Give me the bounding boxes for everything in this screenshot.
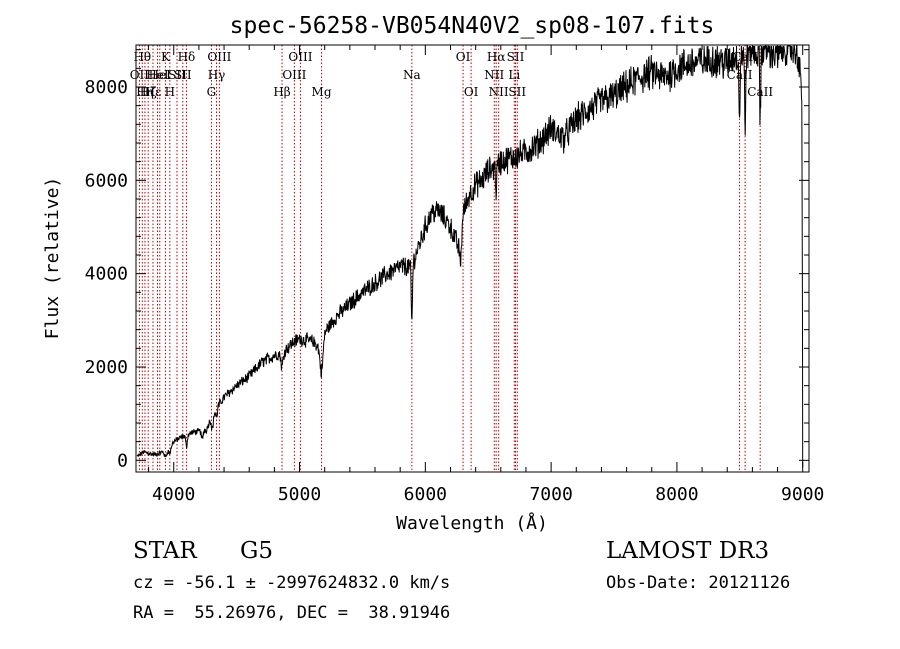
object-class: STAR xyxy=(133,538,197,564)
line-label: NII xyxy=(489,85,509,99)
x-tick-label: 8000 xyxy=(655,484,698,505)
line-label: Mg xyxy=(312,85,332,99)
y-tick-label: 8000 xyxy=(85,77,128,98)
line-label: Hη xyxy=(136,85,154,99)
spectral-line-labels: OIIHθHηHζHεHeIHeIKHSIISIIHδGHγOIIIHβOIII… xyxy=(130,50,774,99)
x-tick-label: 4000 xyxy=(152,484,195,505)
line-label: K xyxy=(161,50,171,64)
line-label: SII xyxy=(507,50,525,64)
axis-ticks xyxy=(136,45,809,472)
line-label: Hθ xyxy=(133,50,151,64)
line-label: SII xyxy=(168,68,186,82)
y-tick-label: 6000 xyxy=(85,170,128,191)
survey-name: LAMOST DR3 xyxy=(606,538,770,564)
object-subclass: G5 xyxy=(240,538,274,564)
line-label: CaII xyxy=(747,85,773,99)
line-label: G xyxy=(207,85,217,99)
line-label: OIII xyxy=(288,50,312,64)
x-tick-label: 9000 xyxy=(781,484,824,505)
line-label: OI xyxy=(464,85,479,99)
plot-frame xyxy=(135,44,810,473)
line-label: Hζ xyxy=(140,85,157,99)
y-axis-label: Flux (relative) xyxy=(42,177,63,340)
x-tick-label: 5000 xyxy=(278,484,321,505)
line-label: OIII xyxy=(207,50,231,64)
x-axis-label: Wavelength (Å) xyxy=(396,512,548,534)
line-label: Hδ xyxy=(178,50,196,64)
line-label: H xyxy=(165,85,175,99)
line-label: Hβ xyxy=(273,85,290,99)
line-label: OIII xyxy=(282,68,306,82)
x-tick-label: 6000 xyxy=(404,484,447,505)
chart-title: spec-56258-VB054N40V2_sp08-107.fits xyxy=(230,13,715,39)
y-tick-label: 4000 xyxy=(85,264,128,285)
line-label: Li xyxy=(508,68,520,82)
flux-series-line xyxy=(136,44,804,468)
y-tick-label: 2000 xyxy=(85,357,128,378)
line-label: Hα xyxy=(487,50,506,64)
axis-tick-labels: 4000 5000 6000 7000 8000 9000 0 2000 4000 6000 800… xyxy=(85,77,825,505)
line-label: Hγ xyxy=(208,68,226,82)
line-label: Hε xyxy=(145,85,162,99)
line-label: CaII xyxy=(727,68,753,82)
line-label: SII xyxy=(508,85,526,99)
y-tick-label: 0 xyxy=(117,450,128,471)
redshift-line: cz = -56.1 ± -2997624832.0 km/s xyxy=(133,573,451,593)
observation-date: Obs-Date: 20121126 xyxy=(606,573,791,593)
line-label: HeI xyxy=(149,68,172,82)
line-label: OII xyxy=(130,68,150,82)
line-label: Na xyxy=(403,68,421,82)
line-label: SII xyxy=(174,68,192,82)
x-tick-label: 7000 xyxy=(529,484,572,505)
coordinates-line: RA = 55.26976, DEC = 38.91946 xyxy=(133,603,451,623)
spectral-line-markers xyxy=(138,45,761,472)
line-label: HeI xyxy=(146,68,169,82)
line-label: NII xyxy=(484,68,504,82)
line-label: OI xyxy=(456,50,471,64)
